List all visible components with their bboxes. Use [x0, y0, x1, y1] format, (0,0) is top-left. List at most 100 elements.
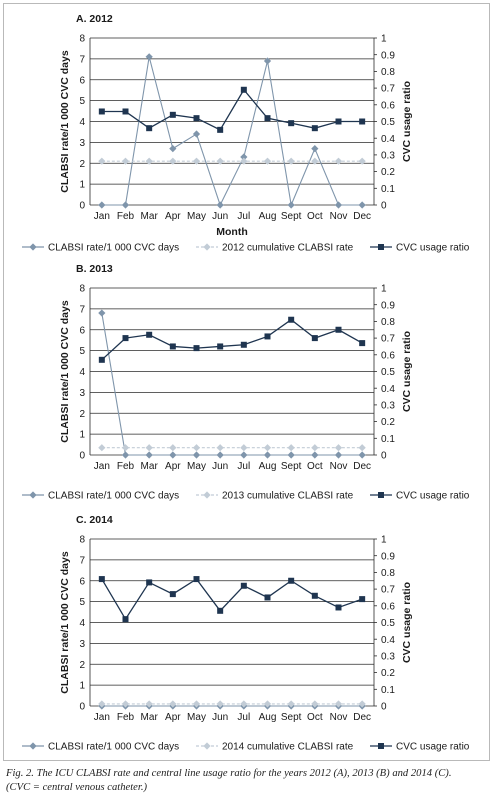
right-tick-label: 0.2: [381, 668, 395, 679]
x-tick-label: Jun: [212, 461, 228, 472]
left-tick-label: 8: [79, 34, 85, 45]
data-point-square: [98, 576, 105, 583]
data-point-diamond: [169, 700, 177, 708]
data-point-diamond: [192, 451, 201, 459]
left-tick-label: 1: [79, 430, 85, 441]
chart-panel-1: A. 2012 0 1 2 3 4 5 6 7 8 0 0.1 0.2 0.3 0.4 0.5 0.6 0.7 0.…: [22, 13, 470, 254]
right-tick-label: 0.5: [381, 117, 395, 128]
x-tick-label: Sept: [281, 461, 302, 472]
data-point-diamond: [334, 700, 343, 708]
x-tick-label: Oct: [307, 211, 323, 222]
right-tick-label: 0.3: [381, 151, 395, 162]
right-tick-label: 0: [381, 702, 387, 713]
data-point-square: [193, 345, 200, 352]
data-point-square: [217, 607, 224, 614]
data-point-diamond: [358, 157, 366, 165]
legend-label: CLABSI rate/1 000 CVC days: [48, 742, 179, 753]
right-tick-label: 1: [381, 535, 387, 546]
x-tick-label: Dec: [353, 461, 371, 472]
data-point-diamond: [121, 201, 130, 209]
left-tick-label: 5: [79, 96, 85, 107]
data-point-diamond: [216, 451, 224, 459]
data-point-square: [122, 108, 129, 115]
right-tick-label: 0.7: [381, 84, 395, 95]
x-tick-label: Sept: [281, 211, 302, 222]
y-axis-title-left: CLABSI rate/1 000 CVC days: [59, 50, 71, 193]
data-point-square: [98, 356, 105, 363]
data-point-diamond: [98, 700, 106, 708]
left-tick-label: 2: [79, 159, 85, 170]
data-point-square: [240, 582, 247, 589]
right-tick-label: 0.4: [381, 384, 395, 395]
data-point-diamond: [287, 451, 295, 459]
panel-title: B. 2013: [76, 263, 113, 275]
data-point-diamond: [263, 451, 272, 459]
left-tick-label: 1: [79, 681, 85, 692]
series-line-1: [101, 312, 363, 456]
x-tick-label: Feb: [117, 461, 135, 472]
left-tick-label: 4: [79, 618, 85, 629]
x-axis-title: Month: [216, 226, 248, 238]
x-tick-label: Jun: [212, 211, 228, 222]
left-tick-label: 0: [79, 451, 85, 462]
x-tick-label: Feb: [117, 712, 135, 723]
left-tick-label: 6: [79, 325, 85, 336]
series-line-3: [101, 318, 363, 361]
legend-swatch-marker: [29, 742, 37, 750]
right-tick-label: 0.5: [381, 367, 395, 378]
x-tick-label: Jan: [94, 712, 110, 723]
figure-frame: [3, 3, 490, 761]
x-tick-label: Jan: [94, 461, 110, 472]
data-point-square: [359, 340, 366, 347]
data-point-square: [169, 591, 176, 598]
data-point-diamond: [358, 451, 366, 459]
legend-swatch-marker: [203, 742, 211, 750]
legend-label: CLABSI rate/1 000 CVC days: [48, 243, 179, 254]
data-point-square: [311, 125, 318, 132]
data-point-diamond: [311, 451, 319, 459]
legend-swatch-marker: [29, 243, 37, 251]
data-point-square: [122, 616, 129, 623]
figure-caption: Fig. 2. The ICU CLABSI rate and central …: [6, 767, 490, 795]
data-point-diamond: [240, 157, 248, 165]
legend-swatch-marker: [203, 243, 211, 251]
data-point-diamond: [358, 444, 366, 452]
data-point-square: [146, 331, 153, 338]
right-tick-label: 0.3: [381, 652, 395, 663]
data-point-square: [311, 592, 318, 599]
data-point-diamond: [145, 700, 153, 708]
data-point-diamond: [216, 444, 224, 452]
right-tick-label: 0.5: [381, 618, 395, 629]
left-tick-label: 3: [79, 388, 85, 399]
legend-swatch-marker: [378, 244, 384, 250]
data-point-diamond: [121, 451, 130, 459]
x-tick-label: Nov: [330, 461, 348, 472]
data-point-diamond: [145, 451, 153, 459]
series-line-1: [101, 56, 363, 207]
series-line-3: [101, 88, 363, 131]
data-point-diamond: [98, 309, 106, 317]
caption-line-1: Fig. 2. The ICU CLABSI rate and central …: [6, 768, 452, 779]
left-tick-label: 4: [79, 367, 85, 378]
right-tick-label: 0.7: [381, 334, 395, 345]
right-tick-label: 0.8: [381, 317, 395, 328]
x-tick-label: Jan: [94, 211, 110, 222]
data-point-diamond: [311, 157, 319, 165]
right-tick-label: 0.2: [381, 417, 395, 428]
left-tick-label: 0: [79, 201, 85, 212]
x-tick-label: Nov: [330, 211, 348, 222]
data-point-square: [169, 343, 176, 350]
caption-line-2: (CVC = central venous catheter.): [6, 782, 148, 793]
x-tick-label: Jul: [237, 211, 250, 222]
x-tick-label: Mar: [141, 211, 159, 222]
right-tick-label: 0.1: [381, 184, 395, 195]
x-tick-label: Jul: [237, 712, 250, 723]
data-point-diamond: [145, 53, 153, 61]
y-axis-title-right: CVC usage ratio: [401, 331, 413, 412]
data-point-diamond: [192, 700, 201, 708]
data-point-diamond: [169, 444, 177, 452]
left-tick-label: 5: [79, 597, 85, 608]
data-point-diamond: [287, 201, 295, 209]
right-tick-label: 0.1: [381, 685, 395, 696]
right-tick-label: 0.3: [381, 401, 395, 412]
